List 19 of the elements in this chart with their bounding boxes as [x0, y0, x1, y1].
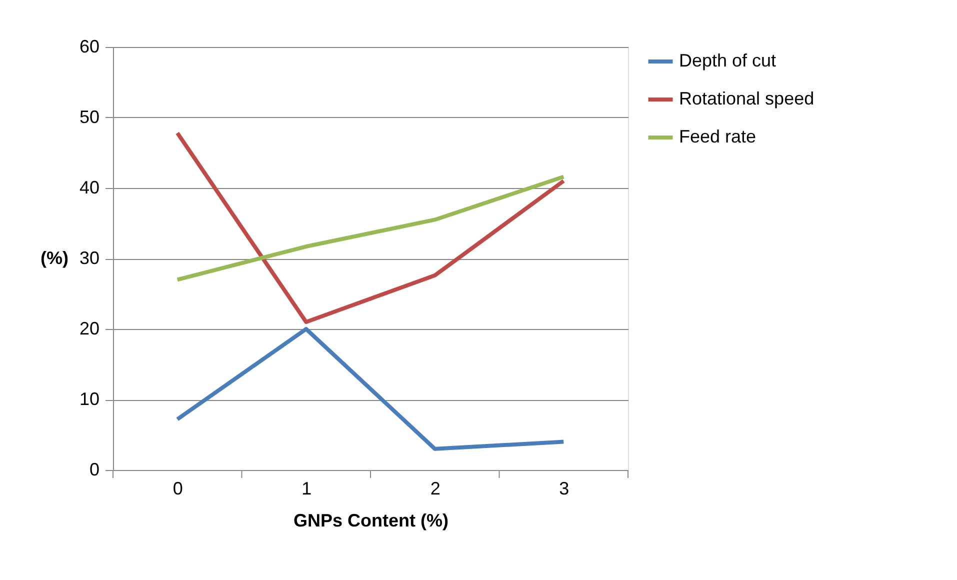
line-series — [175, 174, 566, 282]
y-tick-label: 40 — [79, 178, 100, 198]
y-tick-label: 10 — [79, 389, 100, 409]
x-tick-label: 0 — [172, 478, 183, 498]
legend-label: Feed rate — [679, 126, 756, 146]
line-series — [175, 327, 566, 451]
y-tick-label: 0 — [89, 460, 100, 480]
y-tick-label: 30 — [79, 248, 100, 268]
y-tick-label: 60 — [79, 36, 100, 56]
legend-label: Rotational speed — [679, 88, 814, 108]
x-tick-label: 2 — [430, 478, 440, 498]
x-tick-label: 1 — [302, 478, 312, 498]
y-tick-label: 20 — [79, 318, 100, 338]
x-tick-label: 3 — [559, 478, 570, 498]
y-axis-title: (%) — [40, 248, 68, 268]
legend-label: Depth of cut — [679, 50, 776, 70]
y-tick-label: 50 — [79, 107, 100, 127]
x-axis-title: GNPs Content (%) — [294, 510, 448, 530]
line-series — [175, 131, 566, 324]
